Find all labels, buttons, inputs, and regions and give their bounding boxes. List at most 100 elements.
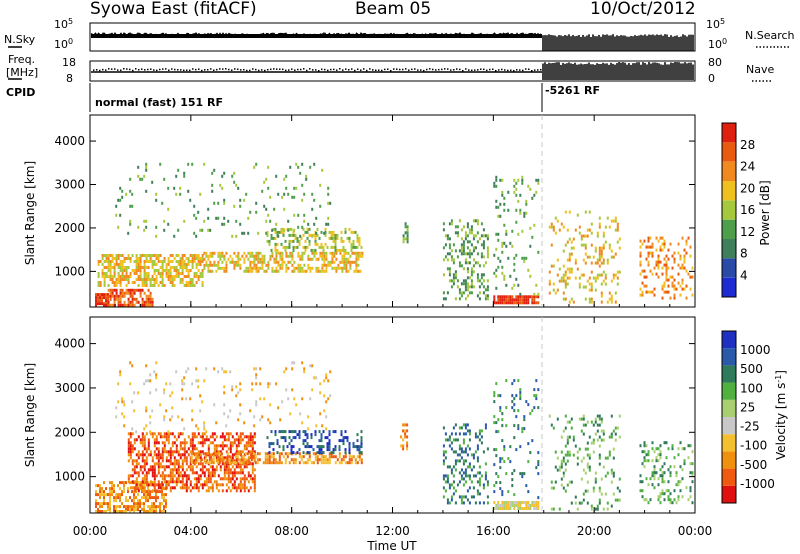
scatter-cell (287, 192, 290, 196)
scatter-cell (115, 257, 118, 260)
scatter-cell (153, 471, 156, 475)
scatter-cell (517, 298, 520, 302)
scatter-cell (147, 266, 150, 269)
scatter-cell (127, 459, 130, 463)
scatter-cell (511, 229, 514, 233)
scatter-cell (327, 222, 330, 226)
scatter-cell (199, 462, 202, 466)
scatter-cell (460, 294, 463, 298)
scatter-cell (647, 459, 650, 463)
scatter-cell (259, 251, 262, 255)
scatter-cell (501, 265, 504, 269)
scatter-cell (115, 213, 118, 217)
scatter-cell (338, 439, 341, 443)
scatter-cell (245, 269, 248, 273)
scatter-cell (293, 397, 296, 401)
scatter-cell (556, 273, 559, 277)
scatter-cell (267, 418, 270, 422)
scatter-cell (348, 461, 351, 465)
scatter-cell (614, 300, 617, 304)
scatter-cell (484, 426, 487, 430)
scatter-cell (691, 275, 694, 279)
scatter-cell (486, 237, 489, 241)
scatter-cell (582, 285, 585, 289)
scatter-cell (147, 254, 150, 257)
scatter-cell (505, 501, 508, 504)
scatter-cell (173, 459, 176, 463)
scatter-cell (245, 441, 248, 445)
scatter-cell (328, 442, 331, 446)
scatter-cell (157, 471, 160, 475)
scatter-cell (564, 279, 567, 283)
scatter-cell (207, 269, 210, 273)
scatter-cell (216, 455, 219, 459)
scatter-cell (598, 246, 601, 250)
scatter-cell (474, 234, 477, 238)
scatter-cell (265, 177, 268, 181)
scatter-cell (205, 263, 208, 267)
scatter-cell (191, 263, 194, 266)
scatter-cell (149, 493, 151, 497)
scatter-cell (568, 435, 571, 439)
scatter-cell (598, 498, 601, 502)
scatter-cell (135, 257, 138, 260)
scatter-cell (503, 460, 506, 464)
scatter-cell (501, 501, 504, 504)
scatter-cell (177, 465, 180, 469)
nave-dot (459, 68, 461, 71)
scatter-cell (185, 480, 188, 484)
scatter-cell (231, 388, 234, 392)
scatter-cell (584, 285, 587, 289)
scatter-cell (448, 465, 451, 469)
scatter-cell (497, 418, 500, 422)
scatter-cell (245, 486, 248, 490)
scatter-cell (301, 183, 304, 187)
scatter-cell (255, 403, 258, 407)
scatter-cell (242, 458, 245, 462)
scatter-cell (264, 458, 267, 462)
scatter-cell (229, 447, 232, 451)
scatter-cell (187, 367, 190, 371)
scatter-cell (147, 303, 150, 307)
scatter-cell (209, 263, 212, 267)
scatter-cell (470, 282, 473, 286)
scatter-cell (201, 486, 204, 490)
scatter-cell (316, 461, 319, 465)
scatter-cell (129, 291, 132, 295)
scatter-cell (519, 295, 522, 299)
scatter-cell (199, 435, 202, 439)
scatter-cell (515, 187, 518, 191)
scatter-cell (458, 432, 461, 436)
scatter-cell (145, 257, 148, 260)
scatter-cell (647, 251, 650, 255)
scatter-cell (548, 282, 551, 286)
scatter-cell (495, 301, 498, 305)
scatter-cell (450, 495, 453, 499)
scatter-cell (665, 278, 668, 282)
scatter-cell (161, 272, 164, 275)
scatter-cell (681, 447, 684, 451)
scatter-cell (129, 508, 131, 512)
scatter-cell (225, 251, 228, 255)
scatter-cell (204, 452, 207, 456)
scatter-cell (323, 269, 326, 273)
scatter-cell (294, 236, 297, 240)
scatter-cell (513, 256, 516, 260)
scatter-cell (233, 483, 236, 487)
scatter-cell (139, 499, 141, 503)
scatter-cell (511, 484, 514, 488)
scatter-cell (302, 461, 305, 465)
scatter-cell (238, 452, 241, 456)
scatter-cell (464, 297, 467, 301)
scatter-cell (249, 486, 252, 490)
scatter-cell (241, 254, 244, 258)
scatter-cell (406, 228, 409, 232)
scatter-cell (169, 254, 172, 257)
scatter-cell (283, 177, 286, 181)
scatter-cell (476, 279, 479, 283)
scatter-cell (287, 228, 290, 232)
scatter-cell (211, 468, 214, 472)
scatter-cell (155, 483, 158, 487)
scatter-cell (667, 468, 670, 472)
